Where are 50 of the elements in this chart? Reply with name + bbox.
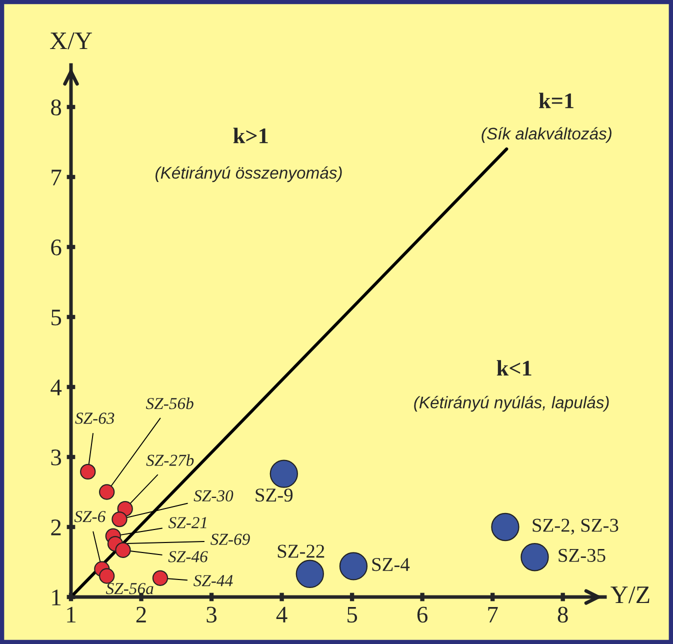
data-label: SZ-69 (210, 534, 250, 545)
x-tick-label: 6 (417, 606, 428, 623)
point (339, 552, 368, 580)
data-label: SZ-56b (146, 397, 194, 410)
data-label: SZ-9 (256, 488, 293, 502)
y-tick-label: 1 (52, 590, 61, 606)
y-tick-label: 5 (52, 310, 62, 326)
annotation: (Sík alakváltozás) (482, 127, 612, 143)
y-tick-label: 8 (51, 99, 62, 116)
point (112, 511, 128, 528)
data-label: SZ-2, SZ-3 (532, 518, 618, 535)
y-tick-label: 2 (51, 520, 61, 536)
data-label: SZ-63 (75, 412, 114, 424)
y-tick-label: 3 (51, 450, 62, 466)
y-tick-label: 4 (50, 380, 62, 396)
point (80, 464, 96, 480)
x-tick-label: 2 (136, 606, 146, 622)
point (520, 543, 549, 572)
data-label: SZ-6 (74, 510, 106, 522)
x-tick-label: 3 (206, 606, 217, 623)
x-tick-label: 7 (488, 606, 498, 622)
data-label: SZ-35 (558, 548, 606, 562)
point (98, 484, 115, 500)
point (98, 568, 115, 584)
y-tick-label: 7 (52, 170, 62, 186)
data-label: SZ-44 (194, 575, 233, 586)
y-axis-title: X/Y (50, 32, 92, 50)
data-label: SZ-56a (106, 582, 154, 594)
x-axis-title: Y/Z (610, 586, 650, 604)
annotation: k<1 (496, 360, 532, 376)
annotation: (Kétirányú nyúlás, lapulás) (414, 396, 609, 412)
x-tick-label: 5 (348, 606, 358, 623)
data-label: SZ-30 (194, 490, 234, 502)
y-tick-label: 6 (51, 240, 62, 256)
x-tick-label: 8 (558, 606, 568, 623)
data-label: SZ-4 (372, 558, 410, 572)
point (491, 512, 520, 542)
annotation: k=1 (539, 92, 574, 108)
data-label: SZ-46 (168, 551, 208, 562)
data-label: SZ-21 (168, 517, 206, 528)
x-tick-label: 4 (276, 606, 288, 622)
point (296, 560, 324, 588)
data-label: SZ-22 (278, 544, 324, 558)
annotation: (Kétirányú összenyomás) (156, 166, 342, 182)
annotation: k>1 (233, 128, 268, 144)
x-tick-label: 1 (67, 606, 76, 622)
point (115, 542, 131, 558)
data-label: SZ-27b (146, 454, 194, 466)
point (152, 570, 168, 586)
point (270, 460, 298, 488)
